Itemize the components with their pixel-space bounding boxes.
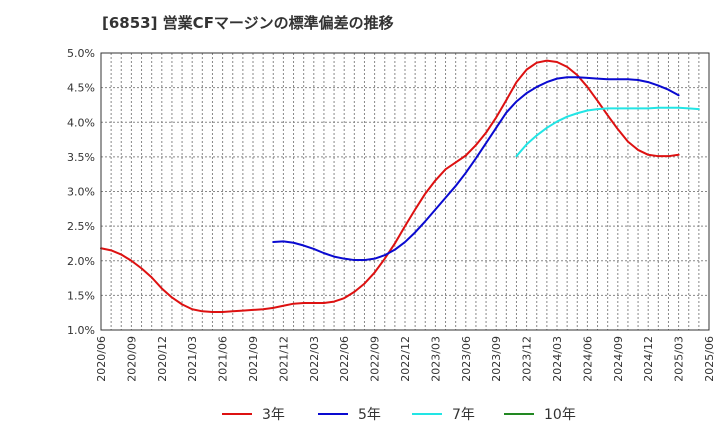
x-tick-label: 2022/09 (369, 336, 382, 382)
x-tick-label: 2024/03 (551, 336, 564, 382)
x-tick-label: 2021/09 (247, 336, 260, 382)
x-tick-label: 2020/06 (95, 336, 108, 382)
x-axis: 2020/06 2020/09 2020/12 2021/03 2021/06 2021/… (95, 336, 716, 382)
x-tick-label: 2023/09 (490, 336, 503, 382)
legend-swatch-10y (504, 413, 534, 415)
legend-item-5y: 5年 (318, 402, 381, 426)
legend-item-3y: 3年 (222, 402, 285, 426)
y-tick-label: 2.0% (67, 255, 95, 268)
x-tick-label: 2021/06 (217, 336, 230, 382)
plot-frame (100, 52, 710, 331)
legend-swatch-5y (318, 413, 348, 415)
x-tick-label: 2021/12 (277, 336, 290, 382)
x-tick-label: 2023/03 (429, 336, 442, 382)
legend-label-7y: 7年 (452, 407, 475, 423)
legend-label-5y: 5年 (358, 407, 381, 423)
x-tick-label: 2024/06 (581, 336, 594, 382)
x-tick-label: 2020/12 (156, 336, 169, 382)
x-tick-label: 2023/12 (521, 336, 534, 382)
y-tick-label: 2.5% (67, 220, 95, 233)
x-tick-label: 2021/03 (186, 336, 199, 382)
series-layer (100, 59, 700, 313)
y-tick-label: 4.0% (67, 116, 95, 129)
legend-item-10y: 10年 (504, 402, 576, 426)
x-tick-label: 2024/12 (642, 336, 655, 382)
x-tick-label: 2022/12 (399, 336, 412, 382)
series-line-0 (100, 59, 680, 313)
series-line-2 (515, 106, 700, 158)
x-tick-label: 2020/09 (125, 336, 138, 382)
chart-title: [6853] 営業CFマージンの標準偏差の推移 (102, 14, 394, 32)
legend-label-3y: 3年 (262, 407, 285, 423)
x-tick-label: 2025/06 (703, 336, 716, 382)
series-line-1 (272, 76, 680, 262)
legend-swatch-7y (412, 413, 442, 415)
grid-layer (101, 53, 709, 330)
y-tick-label: 4.5% (67, 82, 95, 95)
y-tick-label: 1.0% (67, 324, 95, 337)
y-tick-label: 3.5% (67, 151, 95, 164)
legend-item-7y: 7年 (412, 402, 475, 426)
x-tick-label: 2023/06 (460, 336, 473, 382)
legend: 3年 5年 7年 10年 (0, 402, 720, 426)
x-tick-label: 2025/03 (673, 336, 686, 382)
x-tick-label: 2024/09 (612, 336, 625, 382)
x-tick-label: 2022/03 (308, 336, 321, 382)
y-tick-label: 3.0% (67, 186, 95, 199)
y-tick-label: 5.0% (67, 47, 95, 60)
y-axis: 1.0% 1.5% 2.0% 2.5% 3.0% 3.5% 4.0% 4.5% 5.0% (67, 47, 95, 337)
x-tick-label: 2022/06 (338, 336, 351, 382)
legend-label-10y: 10年 (544, 407, 576, 423)
y-tick-label: 1.5% (67, 289, 95, 302)
legend-swatch-3y (222, 413, 252, 415)
